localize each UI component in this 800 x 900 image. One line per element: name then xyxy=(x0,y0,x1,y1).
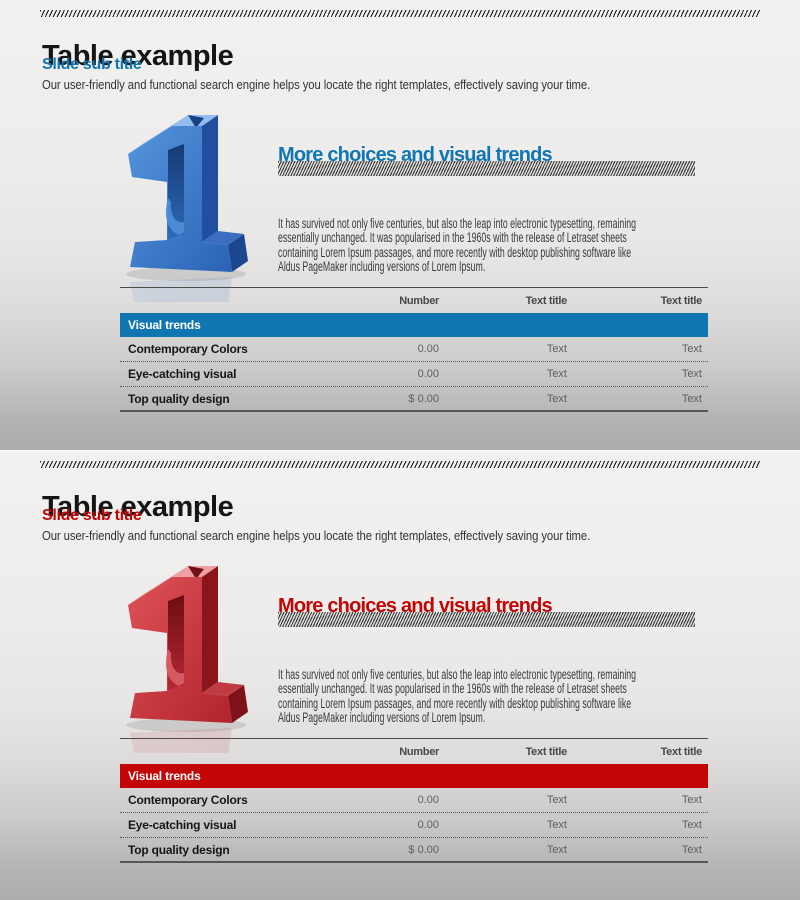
cell-text-1: Text xyxy=(546,343,567,355)
column-header-text-title-2: Text title xyxy=(660,295,703,307)
row-label: Top quality design xyxy=(128,392,230,406)
hatch-stripe-top xyxy=(40,461,760,468)
hatch-stripe-top xyxy=(40,10,760,17)
hatch-stripe-section xyxy=(278,612,695,627)
column-header-text-title-2: Text title xyxy=(660,746,703,758)
cell-number: 0.00 xyxy=(417,819,439,831)
slide-1: Table example Slide sub title Our user-f… xyxy=(0,0,800,450)
cell-text-2: Text xyxy=(681,393,702,405)
cell-text-1: Text xyxy=(546,393,567,405)
column-header-text-title-1: Text title xyxy=(525,746,568,758)
cell-number: 0.00 xyxy=(417,368,439,380)
cell-text-2: Text xyxy=(681,343,702,355)
cell-text-2: Text xyxy=(681,819,702,831)
table-row: Top quality design $ 0.00 Text Text xyxy=(120,387,708,412)
slide-2: Table example Slide sub title Our user-f… xyxy=(0,450,800,900)
table-row: Eye-catching visual 0.00 Text Text xyxy=(120,362,708,387)
cell-text-1: Text xyxy=(546,819,567,831)
cell-number: $ 0.00 xyxy=(408,844,439,856)
cell-number: $ 0.00 xyxy=(408,393,439,405)
table-group-header: Visual trends xyxy=(120,764,708,788)
section-heading: More choices and visual trends xyxy=(278,143,553,166)
cell-number: 0.00 xyxy=(417,794,439,806)
table-header-row: Number Text title Text title xyxy=(120,738,708,764)
number-1-icon xyxy=(126,566,248,753)
column-header-empty xyxy=(120,739,360,765)
row-label: Top quality design xyxy=(128,843,230,857)
slide-subtitle: Slide sub title xyxy=(42,507,142,524)
table-row: Contemporary Colors 0.00 Text Text xyxy=(120,788,708,813)
cell-text-2: Text xyxy=(681,368,702,380)
cell-text-2: Text xyxy=(681,794,702,806)
cell-text-1: Text xyxy=(546,844,567,856)
intro-text: Our user-friendly and functional search … xyxy=(42,77,591,92)
column-header-number: Number xyxy=(399,746,439,758)
table-group-header: Visual trends xyxy=(120,313,708,337)
slide-title: Table example xyxy=(42,40,234,73)
cell-text-1: Text xyxy=(546,368,567,380)
cell-number: 0.00 xyxy=(417,343,439,355)
section-paragraph: It has survived not only five centuries,… xyxy=(278,215,637,275)
row-label: Eye-catching visual xyxy=(128,367,237,381)
table-row: Top quality design $ 0.00 Text Text xyxy=(120,838,708,863)
slide-subtitle: Slide sub title xyxy=(42,56,142,73)
column-header-text-title-1: Text title xyxy=(525,295,568,307)
data-table: Number Text title Text title Visual tren… xyxy=(120,738,708,863)
table-header-row: Number Text title Text title xyxy=(120,287,708,313)
section-heading: More choices and visual trends xyxy=(278,594,553,617)
intro-text: Our user-friendly and functional search … xyxy=(42,528,591,543)
data-table: Number Text title Text title Visual tren… xyxy=(120,287,708,412)
table-row: Eye-catching visual 0.00 Text Text xyxy=(120,813,708,838)
row-label: Contemporary Colors xyxy=(128,342,248,356)
section-paragraph: It has survived not only five centuries,… xyxy=(278,666,637,726)
cell-text-2: Text xyxy=(681,844,702,856)
table-row: Contemporary Colors 0.00 Text Text xyxy=(120,337,708,362)
cell-text-1: Text xyxy=(546,794,567,806)
column-header-number: Number xyxy=(399,295,439,307)
row-label: Eye-catching visual xyxy=(128,818,237,832)
column-header-empty xyxy=(120,288,360,314)
slide-title: Table example xyxy=(42,491,234,524)
number-1-icon xyxy=(126,115,248,302)
hatch-stripe-section xyxy=(278,161,695,176)
row-label: Contemporary Colors xyxy=(128,793,248,807)
